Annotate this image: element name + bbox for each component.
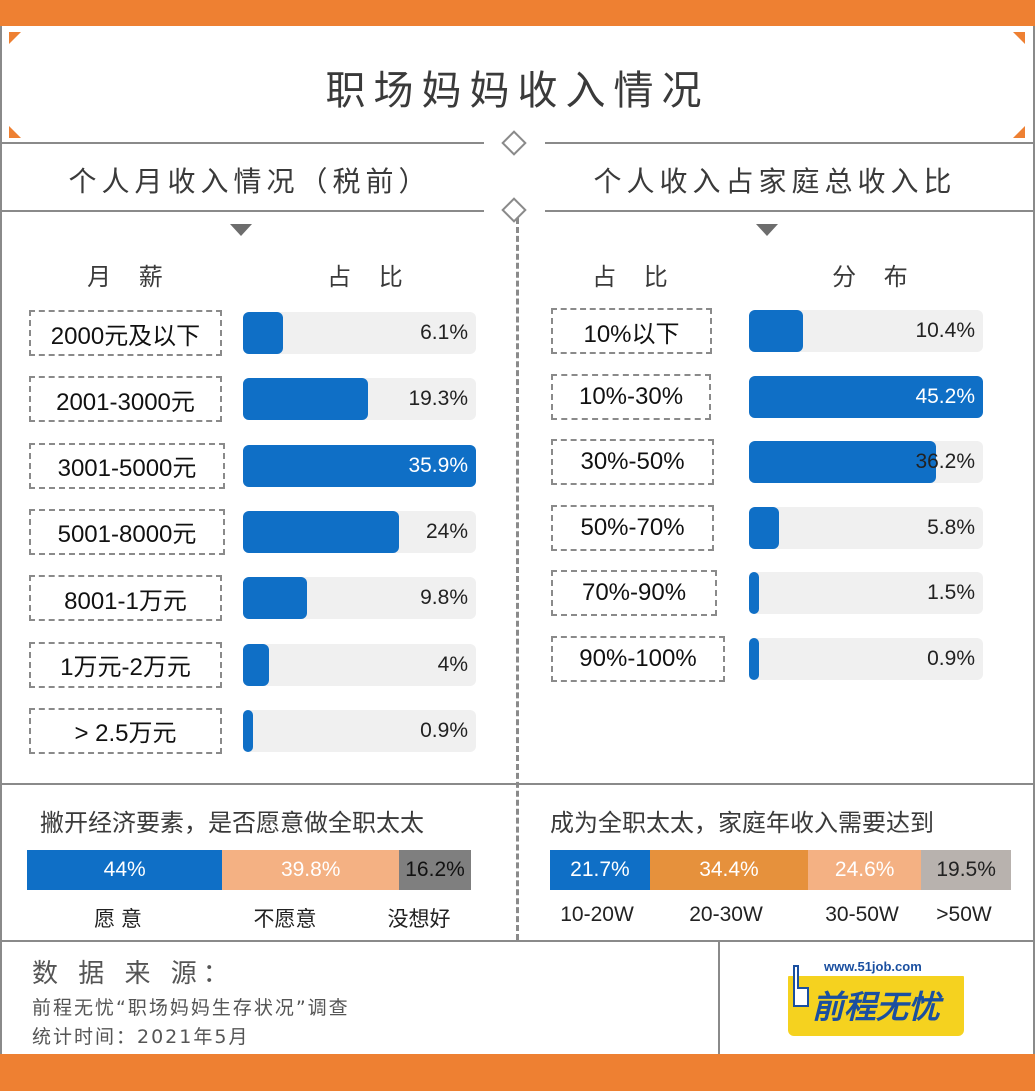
category-label: 30-50W [825,903,899,926]
value-label: 45.2% [915,384,975,408]
category-label: 2001-3000元 [29,376,222,423]
bar [243,312,283,354]
down-triangle-icon [756,224,778,236]
stacked-segment: 16.2% [399,850,471,890]
logo-url: www.51job.com [823,959,922,974]
value-label: 10.4% [915,319,975,342]
divider [545,210,1033,212]
divider [2,210,484,212]
bar [749,310,803,352]
category-label: 20-30W [689,903,763,926]
category-label: 不愿意 [253,908,317,931]
page-title: 职场妈妈收入情况 [325,68,710,114]
category-label: 70%-90% [551,570,717,616]
category-label: 90%-100% [551,635,725,682]
center-dashed-divider [516,218,519,940]
value-label: 4% [437,652,468,676]
bar-track [749,506,983,549]
category-label: 愿 意 [94,908,142,931]
stacked-segment: 34.4% [649,850,809,890]
bar-track [749,637,983,680]
value-label: 0.9% [927,646,975,670]
bar [749,441,937,483]
category-label: 10%以下 [551,308,712,354]
value-label: 36.2% [915,450,975,473]
bar [243,709,253,752]
corner-decoration-top-left [9,32,21,44]
bar [243,444,476,487]
stacked-segment: 24.6% [808,850,922,890]
divider [545,142,1033,144]
value-label: 1.5% [927,581,975,604]
value-label: 9.8% [420,586,468,610]
top-banner [0,0,1035,26]
stacked-segment: 44% [27,850,223,890]
frame-left-border [0,26,2,1054]
right-column-header-share: 占 比 [592,263,678,291]
value-label: 6.1% [420,321,468,344]
category-label: 10-20W [560,903,634,926]
divider [2,783,1033,785]
source-heading: 数 据 来 源： [32,959,235,989]
category-label: > 2.5万元 [29,707,222,754]
value-label: 19.3% [408,387,468,411]
51job-logo: www.51job.com 前程无忧 [788,958,964,1036]
category-label: 8001-1万元 [29,575,222,622]
value-label: 5.8% [927,515,975,539]
bar [749,506,780,549]
divider [2,142,484,144]
stacked-segment: 19.5% [921,850,1011,890]
divider [2,940,1033,942]
left-column-header-salary: 月 薪 [87,263,173,291]
corner-decoration-bottom-right [1013,126,1025,138]
right-column-header-distribution: 分 布 [832,263,918,291]
frame-right-border [1033,26,1035,1054]
diamond-ornament [501,130,527,156]
bar [243,510,399,553]
bar-track [749,572,983,614]
bar-track [243,643,476,686]
bar-track [243,709,476,752]
right-section-title: 个人收入占家庭总收入比 [593,165,957,198]
corner-decoration-bottom-left [9,126,21,138]
left-column-header-share: 占 比 [327,263,413,291]
bar [749,572,759,614]
category-label: 3001-5000元 [29,442,225,489]
stacked-segment: 39.8% [222,850,400,890]
bottom-banner [0,1054,1035,1091]
left-section-title: 个人月收入情况（税前） [68,165,432,198]
logo-name: 前程无忧 [812,988,944,1026]
category-label: 5001-8000元 [29,508,225,555]
value-label: 24% [425,519,468,543]
hand-icon [793,965,809,1007]
value-label: 0.9% [420,718,468,742]
category-label: 没想好 [387,908,451,931]
fulltime-willingness-title: 撇开经济要素，是否愿意做全职太太 [40,809,424,837]
bar [749,375,983,418]
footer-divider [718,942,720,1054]
down-triangle-icon [230,224,252,236]
corner-decoration-top-right [1013,32,1025,44]
bar [243,643,269,686]
category-label: 30%-50% [551,439,714,485]
category-label: 10%-30% [551,373,711,420]
required-income-title: 成为全职太太，家庭年收入需要达到 [550,809,934,837]
source-survey: 前程无忧“职场妈妈生存状况”调查 [32,997,350,1019]
category-label: 2000元及以下 [29,310,222,356]
bar [243,378,369,421]
stacked-segment: 21.7% [550,850,650,890]
category-label: >50W [936,903,992,926]
bar [749,637,759,680]
category-label: 1万元-2万元 [29,641,222,688]
value-label: 35.9% [408,453,468,477]
diamond-ornament [501,197,527,223]
source-date: 统计时间：2021年5月 [32,1026,250,1048]
bar [243,577,307,620]
category-label: 50%-70% [551,504,714,551]
